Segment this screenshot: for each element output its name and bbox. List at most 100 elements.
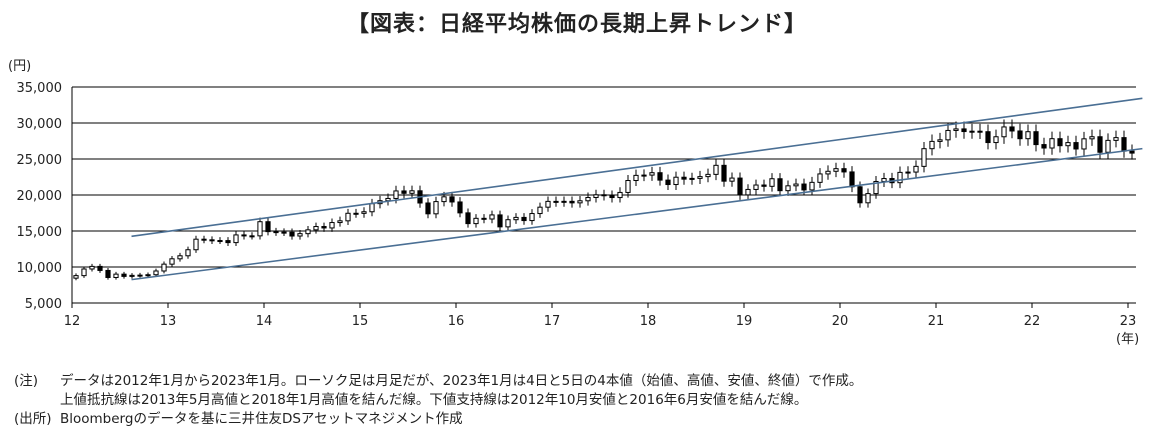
candle [529, 209, 535, 225]
candle-body [393, 190, 399, 199]
candle-body [929, 140, 935, 150]
candle-body [641, 174, 647, 177]
candle-body [185, 249, 191, 257]
note-text-1: データは2012年1月から2023年1月。ローソク足は月足だが、2023年1月は… [60, 373, 863, 389]
candle-body [801, 183, 807, 191]
candle-body [713, 164, 719, 175]
candle [313, 222, 319, 234]
candle-body [697, 176, 703, 179]
candle [969, 123, 975, 139]
candle-body [81, 268, 87, 277]
candle [345, 208, 351, 225]
candle-body [281, 231, 287, 234]
candle-body [1049, 138, 1055, 149]
candle-body [169, 258, 175, 265]
candle [249, 232, 255, 240]
candle-body [449, 196, 455, 203]
candle [769, 173, 775, 192]
candle-body [1041, 144, 1047, 149]
candle [329, 218, 335, 232]
candle [633, 169, 639, 187]
candle [745, 184, 751, 200]
note-3: (出所) Bloombergのデータを基に三井住友DSアセットマネジメント作成 [14, 410, 463, 429]
candle-body [937, 139, 943, 142]
candle [513, 213, 519, 224]
candle [137, 272, 143, 278]
candle [1105, 133, 1111, 159]
candle-body [969, 130, 975, 133]
candle-body [249, 235, 255, 238]
source-label: (出所) [14, 411, 52, 427]
candle [425, 198, 431, 219]
candle [665, 174, 671, 190]
x-tick-label: 17 [544, 314, 561, 329]
candle-body [785, 185, 791, 192]
candle-body [1001, 126, 1007, 138]
candle-body [401, 190, 407, 194]
candle [753, 179, 759, 195]
chart-title: 【図表：日経平均株価の長期上昇トレンド】 [346, 12, 807, 37]
candle-body [353, 212, 359, 215]
candle-body [729, 177, 735, 182]
candle-body [265, 221, 271, 233]
candle-body [857, 186, 863, 204]
candle-body [841, 168, 847, 173]
candle [449, 191, 455, 207]
candle-body [329, 222, 335, 229]
candle-body [881, 178, 887, 182]
candle-body [609, 195, 615, 199]
candle [105, 268, 111, 280]
y-tick-label: 20,000 [17, 189, 63, 204]
candle [161, 261, 167, 274]
candle [305, 226, 311, 238]
candle [497, 210, 503, 231]
candle-body [1097, 136, 1103, 153]
candle-body [217, 240, 223, 243]
candle [337, 216, 343, 227]
candle [649, 166, 655, 181]
candle [1089, 129, 1095, 146]
candle-body [481, 217, 487, 220]
candle [1081, 131, 1087, 156]
candle-body [473, 217, 479, 225]
candle-body [1033, 131, 1039, 146]
y-tick-label: 35,000 [17, 81, 63, 96]
candle [265, 217, 271, 236]
candle-body [849, 171, 855, 188]
candle-body [633, 174, 639, 182]
candle [81, 266, 87, 278]
candle-body [1105, 139, 1111, 153]
candle-body [73, 275, 79, 279]
candle [201, 235, 207, 244]
x-tick-label: 23 [1120, 314, 1137, 329]
candle-body [105, 269, 111, 278]
candle-body [177, 255, 183, 260]
candle [1041, 137, 1047, 155]
candle [905, 166, 911, 179]
candle [593, 189, 599, 203]
x-tick-label: 19 [736, 314, 753, 329]
candle [209, 236, 215, 244]
x-tick-label: 22 [1024, 314, 1041, 329]
candle [577, 195, 583, 208]
candle [409, 185, 415, 199]
candles [73, 119, 1135, 281]
candle [241, 231, 247, 240]
candle-body [681, 176, 687, 180]
candle [273, 227, 279, 236]
candle-body [241, 234, 247, 237]
candle [777, 173, 783, 196]
candle-body [161, 263, 167, 272]
candle-body [521, 216, 527, 222]
candle-body [513, 216, 519, 221]
candle-body [233, 234, 239, 244]
candle-body [145, 274, 151, 277]
candle [793, 178, 799, 192]
candle [961, 121, 967, 139]
candle [361, 207, 367, 218]
candle-body [721, 164, 727, 182]
candle-body [1089, 136, 1095, 140]
candle-body [865, 193, 871, 204]
candle [713, 159, 719, 181]
candle-body [457, 201, 463, 214]
